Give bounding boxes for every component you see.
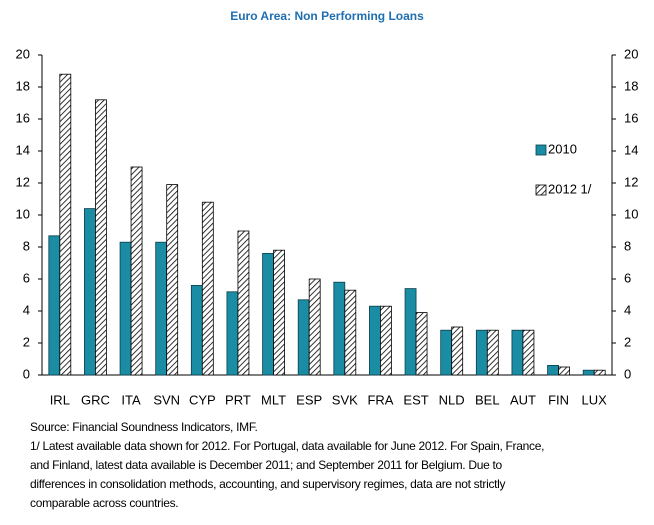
y-tick-label: 10 (16, 206, 30, 221)
x-tick-label: PRT (225, 392, 251, 407)
legend-swatch (535, 144, 547, 156)
y-tick-label: 4 (23, 302, 30, 317)
legend-label: 2010 (548, 141, 577, 156)
y-tick-label: 16 (16, 110, 30, 125)
bar (273, 249, 285, 376)
bar (451, 326, 464, 376)
y-tick-label: 14 (16, 142, 30, 157)
bar (130, 166, 143, 376)
x-tick-label: SVN (153, 392, 180, 407)
bar (237, 230, 250, 376)
x-tick-label: LUX (582, 392, 608, 407)
bar (475, 329, 488, 376)
y-tick-label: 12 (16, 174, 30, 189)
bar (558, 366, 570, 376)
y-tick-label: 2 (23, 334, 30, 349)
bar (95, 99, 107, 376)
y2-tick-label: 20 (624, 46, 638, 61)
legend-swatch (535, 184, 547, 196)
bar (344, 289, 357, 376)
footnote: 1/ Latest available data shown for 2012.… (30, 439, 544, 453)
y2-tick-label: 6 (624, 270, 631, 285)
bar (190, 284, 203, 376)
bar (262, 252, 274, 376)
y-tick-label: 6 (23, 270, 30, 285)
x-tick-label: CYP (189, 392, 216, 407)
bar (593, 369, 606, 376)
y2-tick-label: 14 (624, 142, 638, 157)
bar (308, 278, 321, 376)
x-tick-label: ITA (121, 392, 141, 407)
x-tick-label: ESP (296, 392, 322, 407)
x-tick-label: IRL (50, 392, 70, 407)
bar (369, 305, 381, 376)
footnote: differences in consolidation methods, ac… (30, 477, 506, 491)
x-tick-label: AUT (510, 392, 536, 407)
bar (155, 241, 168, 376)
y2-tick-label: 4 (624, 302, 631, 317)
chart-title: Euro Area: Non Performing Loans (230, 9, 424, 23)
bar (84, 208, 96, 376)
bar (333, 281, 346, 376)
bar (297, 299, 310, 376)
bar (166, 184, 179, 376)
y2-tick-label: 8 (624, 238, 631, 253)
y2-tick-label: 18 (624, 78, 638, 93)
bar (486, 329, 499, 376)
x-tick-label: SVK (332, 392, 358, 407)
y-tick-label: 0 (23, 366, 30, 381)
bar (119, 241, 132, 376)
x-tick-label: GRC (81, 392, 110, 407)
bar (380, 305, 392, 376)
y2-tick-label: 12 (624, 174, 638, 189)
y2-tick-label: 2 (624, 334, 631, 349)
footnote: Source: Financial Soundness Indicators, … (30, 420, 258, 434)
bar (582, 369, 595, 376)
footnote: and Finland, latest data available is De… (30, 458, 503, 472)
bar (415, 312, 428, 376)
bar (440, 329, 453, 376)
y2-tick-label: 16 (624, 110, 638, 125)
footnote: comparable across countries. (30, 496, 178, 510)
y-tick-label: 20 (16, 46, 30, 61)
x-tick-label: NLD (439, 392, 465, 407)
x-tick-label: BEL (475, 392, 500, 407)
bar (48, 235, 61, 376)
x-tick-label: EST (403, 392, 428, 407)
y2-tick-label: 0 (624, 366, 631, 381)
bar (226, 291, 239, 376)
legend-label: 2012 1/ (548, 181, 592, 196)
x-tick-label: FIN (548, 392, 569, 407)
bar (522, 329, 535, 376)
bar (547, 364, 559, 376)
bar (201, 201, 214, 376)
y2-tick-label: 10 (624, 206, 638, 221)
bar (404, 288, 417, 376)
y-tick-label: 18 (16, 78, 30, 93)
bar (511, 329, 524, 376)
bar (59, 73, 72, 376)
y-tick-label: 8 (23, 238, 30, 253)
x-tick-label: MLT (261, 392, 286, 407)
x-tick-label: FRA (367, 392, 393, 407)
